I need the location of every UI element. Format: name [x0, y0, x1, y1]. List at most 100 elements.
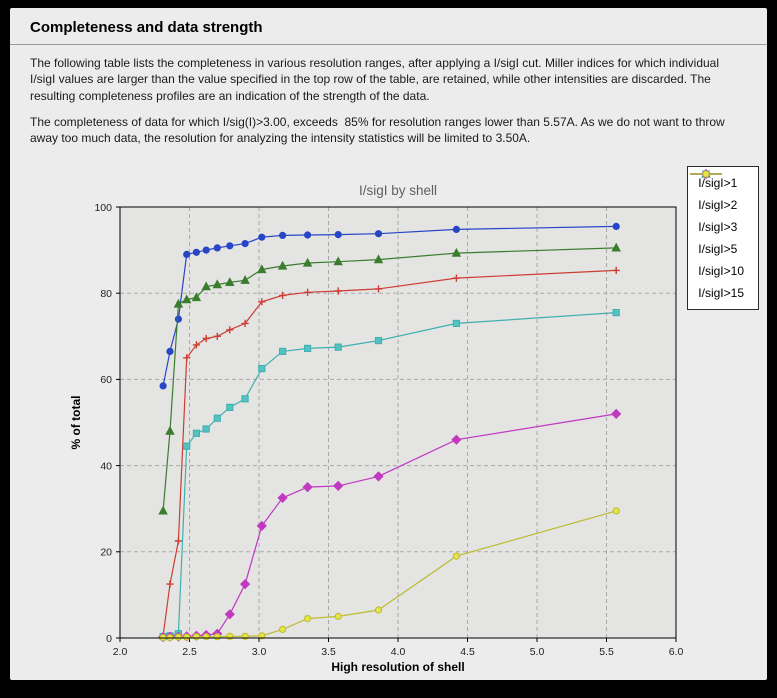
window-frame: { "page": { "title": "Completeness and d…	[0, 8, 777, 698]
point-marker	[612, 309, 620, 317]
point-marker	[192, 429, 201, 437]
x-tick-label: 5.5	[599, 646, 614, 658]
point-marker	[451, 247, 462, 257]
x-tick-label: 6.0	[669, 646, 684, 658]
legend-label: I/sigI>5	[698, 242, 738, 256]
point-marker	[374, 606, 383, 614]
y-tick-label: 60	[100, 374, 112, 386]
point-marker	[183, 354, 191, 362]
point-marker	[452, 274, 460, 282]
series-line	[162, 269, 617, 636]
point-marker	[304, 615, 312, 623]
point-marker	[183, 633, 191, 641]
legend-item: I/sigI>15	[690, 170, 744, 304]
legend-label: I/sigI>1	[698, 176, 738, 190]
point-marker	[224, 609, 235, 620]
x-tick-label: 4.0	[391, 646, 406, 658]
point-marker	[181, 294, 192, 304]
point-marker	[212, 279, 223, 289]
point-marker	[241, 240, 249, 248]
point-marker	[240, 275, 250, 284]
point-marker	[374, 230, 383, 238]
chart-title: I/sigI by shell	[359, 183, 437, 198]
series-line	[163, 312, 617, 638]
point-marker	[304, 288, 312, 296]
series-i-sigi-15	[159, 507, 620, 642]
point-marker	[302, 257, 313, 267]
point-marker	[277, 492, 288, 504]
conclusion-paragraph: The completeness of data for which I/sig…	[30, 114, 729, 146]
plot-border	[119, 206, 677, 639]
point-marker	[183, 250, 191, 259]
point-marker	[241, 319, 249, 327]
point-marker	[165, 425, 175, 435]
series-line	[163, 510, 617, 639]
series-i-sigi-1	[159, 222, 620, 390]
point-marker	[258, 632, 266, 640]
point-marker	[279, 231, 287, 240]
point-marker	[258, 233, 266, 241]
point-marker	[334, 287, 342, 295]
point-marker	[213, 633, 221, 641]
y-tick-label: 0	[106, 633, 112, 645]
legend-item: I/sigI>5	[690, 170, 744, 260]
x-tick-label: 2.0	[113, 646, 128, 658]
point-marker	[374, 337, 383, 345]
point-marker	[304, 231, 312, 239]
series-i-sigi-2	[158, 242, 621, 515]
point-marker	[333, 256, 343, 266]
point-marker	[333, 480, 344, 492]
series-i-sigi-3	[159, 266, 620, 640]
y-tick-label: 100	[94, 202, 112, 214]
point-marker	[213, 414, 221, 422]
point-marker	[452, 552, 460, 560]
point-marker	[226, 242, 234, 250]
point-marker	[213, 332, 221, 340]
point-marker	[174, 315, 182, 323]
point-marker	[174, 633, 182, 641]
point-marker	[225, 277, 235, 286]
point-marker	[258, 365, 266, 373]
point-marker	[279, 347, 287, 356]
point-marker	[226, 326, 234, 334]
legend-item: I/sigI>2	[690, 168, 744, 216]
x-tick-label: 2.5	[182, 646, 197, 658]
point-marker	[452, 225, 460, 234]
point-marker	[277, 260, 288, 270]
y-tick-label: 40	[100, 460, 112, 472]
chart-svg: 2.0 2.5 3.0 3.5 4.0 4.5 5.0 5.5 6.0 0 20 40 60 80 100 I…	[69, 183, 684, 674]
point-marker	[159, 382, 167, 390]
point-marker	[612, 507, 620, 515]
point-marker	[173, 298, 184, 308]
point-marker	[612, 222, 620, 231]
point-marker	[279, 291, 287, 299]
point-marker	[192, 633, 200, 641]
point-marker	[334, 343, 342, 351]
legend-label: I/sigI>3	[698, 220, 738, 234]
point-marker	[611, 408, 622, 420]
point-marker	[192, 248, 200, 256]
point-marker	[239, 578, 251, 590]
y-tick-label: 20	[100, 547, 112, 559]
intro-paragraph: The following table lists the completene…	[30, 56, 723, 103]
legend-item: I/sigI>3	[690, 170, 744, 238]
point-marker	[202, 246, 210, 254]
point-marker	[611, 242, 621, 252]
point-marker	[279, 625, 287, 633]
legend-label: I/sigI>2	[698, 198, 738, 212]
point-marker	[373, 471, 384, 482]
point-marker	[201, 281, 211, 291]
point-marker	[202, 425, 210, 433]
series-line	[162, 225, 617, 387]
point-marker	[373, 254, 384, 264]
y-tick-label: 80	[100, 288, 112, 300]
point-marker	[302, 481, 313, 493]
point-marker	[226, 403, 234, 412]
x-tick-label: 4.5	[460, 646, 475, 658]
point-marker	[334, 231, 342, 239]
legend-label: I/sigI>15	[698, 286, 744, 300]
series-line	[162, 247, 617, 511]
point-marker	[183, 442, 191, 450]
point-marker	[304, 344, 312, 353]
legend-sample	[690, 170, 723, 178]
